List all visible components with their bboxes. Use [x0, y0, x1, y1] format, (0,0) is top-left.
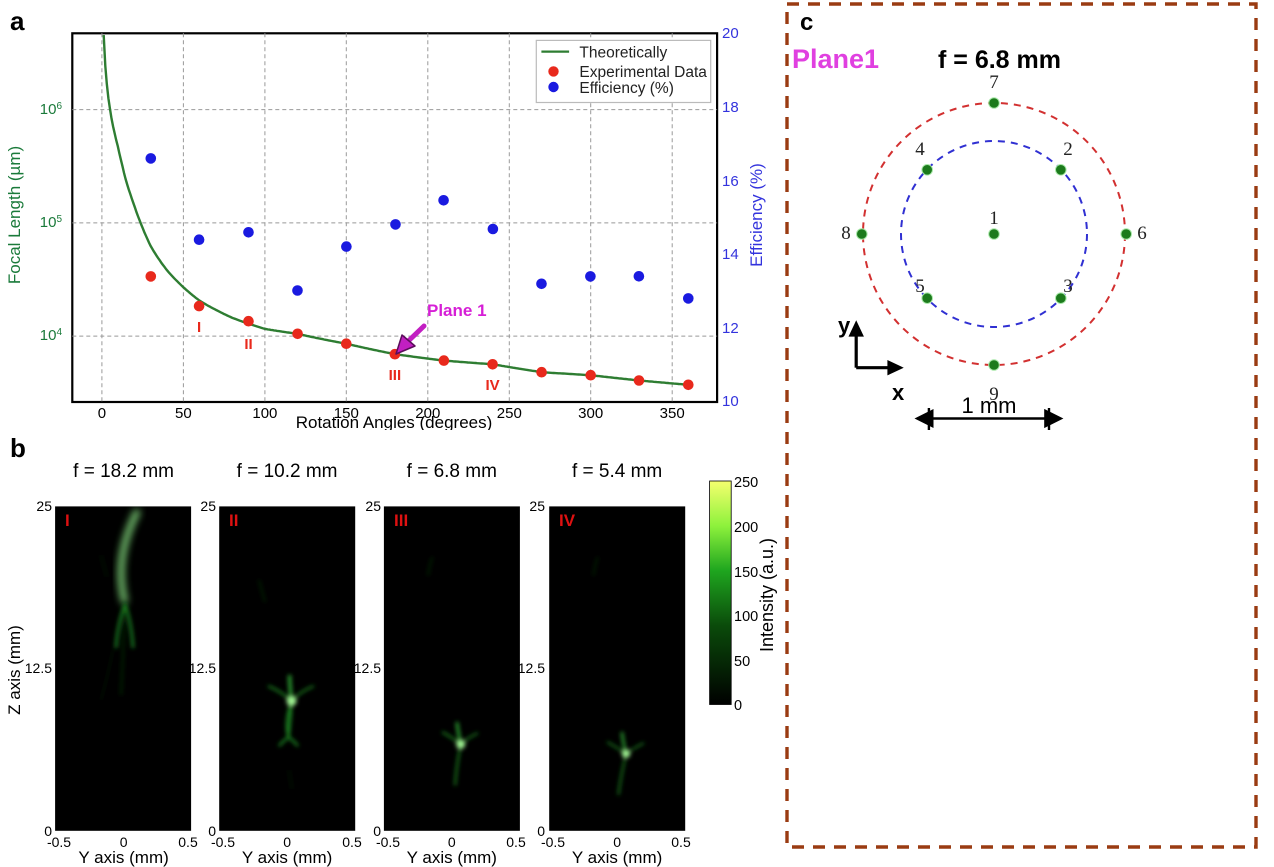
- svg-text:I: I: [197, 319, 201, 336]
- svg-text:IV: IV: [559, 511, 576, 530]
- svg-text:0.5: 0.5: [342, 834, 362, 850]
- svg-text:Y axis (mm): Y axis (mm): [407, 848, 497, 867]
- svg-text:12.5: 12.5: [189, 660, 216, 676]
- svg-text:III: III: [389, 367, 402, 384]
- svg-text:II: II: [229, 511, 238, 530]
- svg-text:14: 14: [722, 246, 739, 263]
- svg-text:Z axis (mm): Z axis (mm): [5, 625, 24, 715]
- svg-text:1: 1: [989, 208, 999, 229]
- svg-text:20: 20: [722, 25, 739, 42]
- svg-text:f = 6.8 mm: f = 6.8 mm: [407, 461, 497, 482]
- svg-text:f = 6.8 mm: f = 6.8 mm: [938, 46, 1061, 74]
- svg-text:Y axis (mm): Y axis (mm): [242, 848, 332, 867]
- svg-text:12.5: 12.5: [518, 660, 545, 676]
- svg-text:IV: IV: [486, 377, 500, 394]
- svg-text:2: 2: [1063, 139, 1073, 160]
- svg-text:Focal Length (µm): Focal Length (µm): [5, 146, 24, 284]
- svg-text:III: III: [394, 511, 408, 530]
- svg-text:a: a: [10, 6, 25, 36]
- svg-text:50: 50: [734, 654, 750, 670]
- svg-text:0.5: 0.5: [671, 834, 691, 850]
- svg-text:250: 250: [497, 405, 522, 422]
- svg-text:Y axis (mm): Y axis (mm): [572, 848, 662, 867]
- svg-text:-0.5: -0.5: [541, 834, 565, 850]
- svg-text:12.5: 12.5: [25, 660, 52, 676]
- svg-text:100: 100: [734, 609, 758, 625]
- svg-text:25: 25: [529, 498, 545, 514]
- svg-text:10: 10: [722, 393, 739, 410]
- svg-text:x: x: [892, 380, 905, 405]
- svg-text:18: 18: [722, 99, 739, 116]
- svg-text:0: 0: [98, 405, 106, 422]
- svg-text:12.5: 12.5: [354, 660, 381, 676]
- svg-text:Plane1: Plane1: [792, 44, 879, 74]
- svg-text:y: y: [838, 313, 851, 338]
- svg-text:50: 50: [175, 405, 192, 422]
- svg-text:350: 350: [660, 405, 685, 422]
- svg-text:Plane 1: Plane 1: [427, 301, 487, 320]
- svg-text:Efficiency (%): Efficiency (%): [747, 163, 766, 267]
- svg-text:8: 8: [841, 223, 851, 244]
- svg-text:4: 4: [915, 139, 925, 160]
- svg-text:16: 16: [722, 173, 739, 190]
- svg-text:f = 18.2 mm: f = 18.2 mm: [73, 461, 174, 482]
- svg-text:II: II: [244, 336, 252, 353]
- svg-text:25: 25: [36, 498, 52, 514]
- svg-text:6: 6: [1137, 223, 1147, 244]
- svg-text:Y axis (mm): Y axis (mm): [78, 848, 168, 867]
- svg-text:12: 12: [722, 320, 739, 337]
- svg-text:150: 150: [734, 565, 758, 581]
- svg-text:0.5: 0.5: [506, 834, 526, 850]
- svg-text:-0.5: -0.5: [47, 834, 71, 850]
- svg-text:Rotation Angles (degrees): Rotation Angles (degrees): [296, 413, 493, 430]
- svg-text:105: 105: [40, 214, 63, 232]
- svg-text:c: c: [800, 9, 813, 36]
- svg-text:0.5: 0.5: [178, 834, 198, 850]
- svg-text:I: I: [65, 511, 70, 530]
- svg-text:1 mm: 1 mm: [962, 393, 1017, 418]
- svg-text:Efficiency (%): Efficiency (%): [579, 80, 673, 97]
- svg-text:3: 3: [1063, 276, 1073, 297]
- svg-text:5: 5: [915, 276, 925, 297]
- svg-text:25: 25: [200, 498, 216, 514]
- svg-text:0: 0: [734, 698, 742, 714]
- svg-text:25: 25: [365, 498, 381, 514]
- svg-text:104: 104: [40, 327, 63, 345]
- svg-text:7: 7: [989, 72, 999, 93]
- svg-text:200: 200: [734, 520, 758, 536]
- svg-text:b: b: [10, 433, 26, 463]
- svg-text:Experimental Data: Experimental Data: [579, 64, 707, 81]
- svg-text:-0.5: -0.5: [211, 834, 235, 850]
- svg-text:100: 100: [252, 405, 277, 422]
- svg-text:Intensity (a.u.): Intensity (a.u.): [757, 538, 777, 652]
- svg-text:f = 5.4 mm: f = 5.4 mm: [572, 461, 662, 482]
- svg-text:250: 250: [734, 475, 758, 491]
- svg-text:Theoretically: Theoretically: [579, 45, 667, 62]
- svg-text:300: 300: [578, 405, 603, 422]
- svg-text:f = 10.2 mm: f = 10.2 mm: [237, 461, 338, 482]
- svg-text:-0.5: -0.5: [376, 834, 400, 850]
- svg-text:106: 106: [40, 101, 63, 119]
